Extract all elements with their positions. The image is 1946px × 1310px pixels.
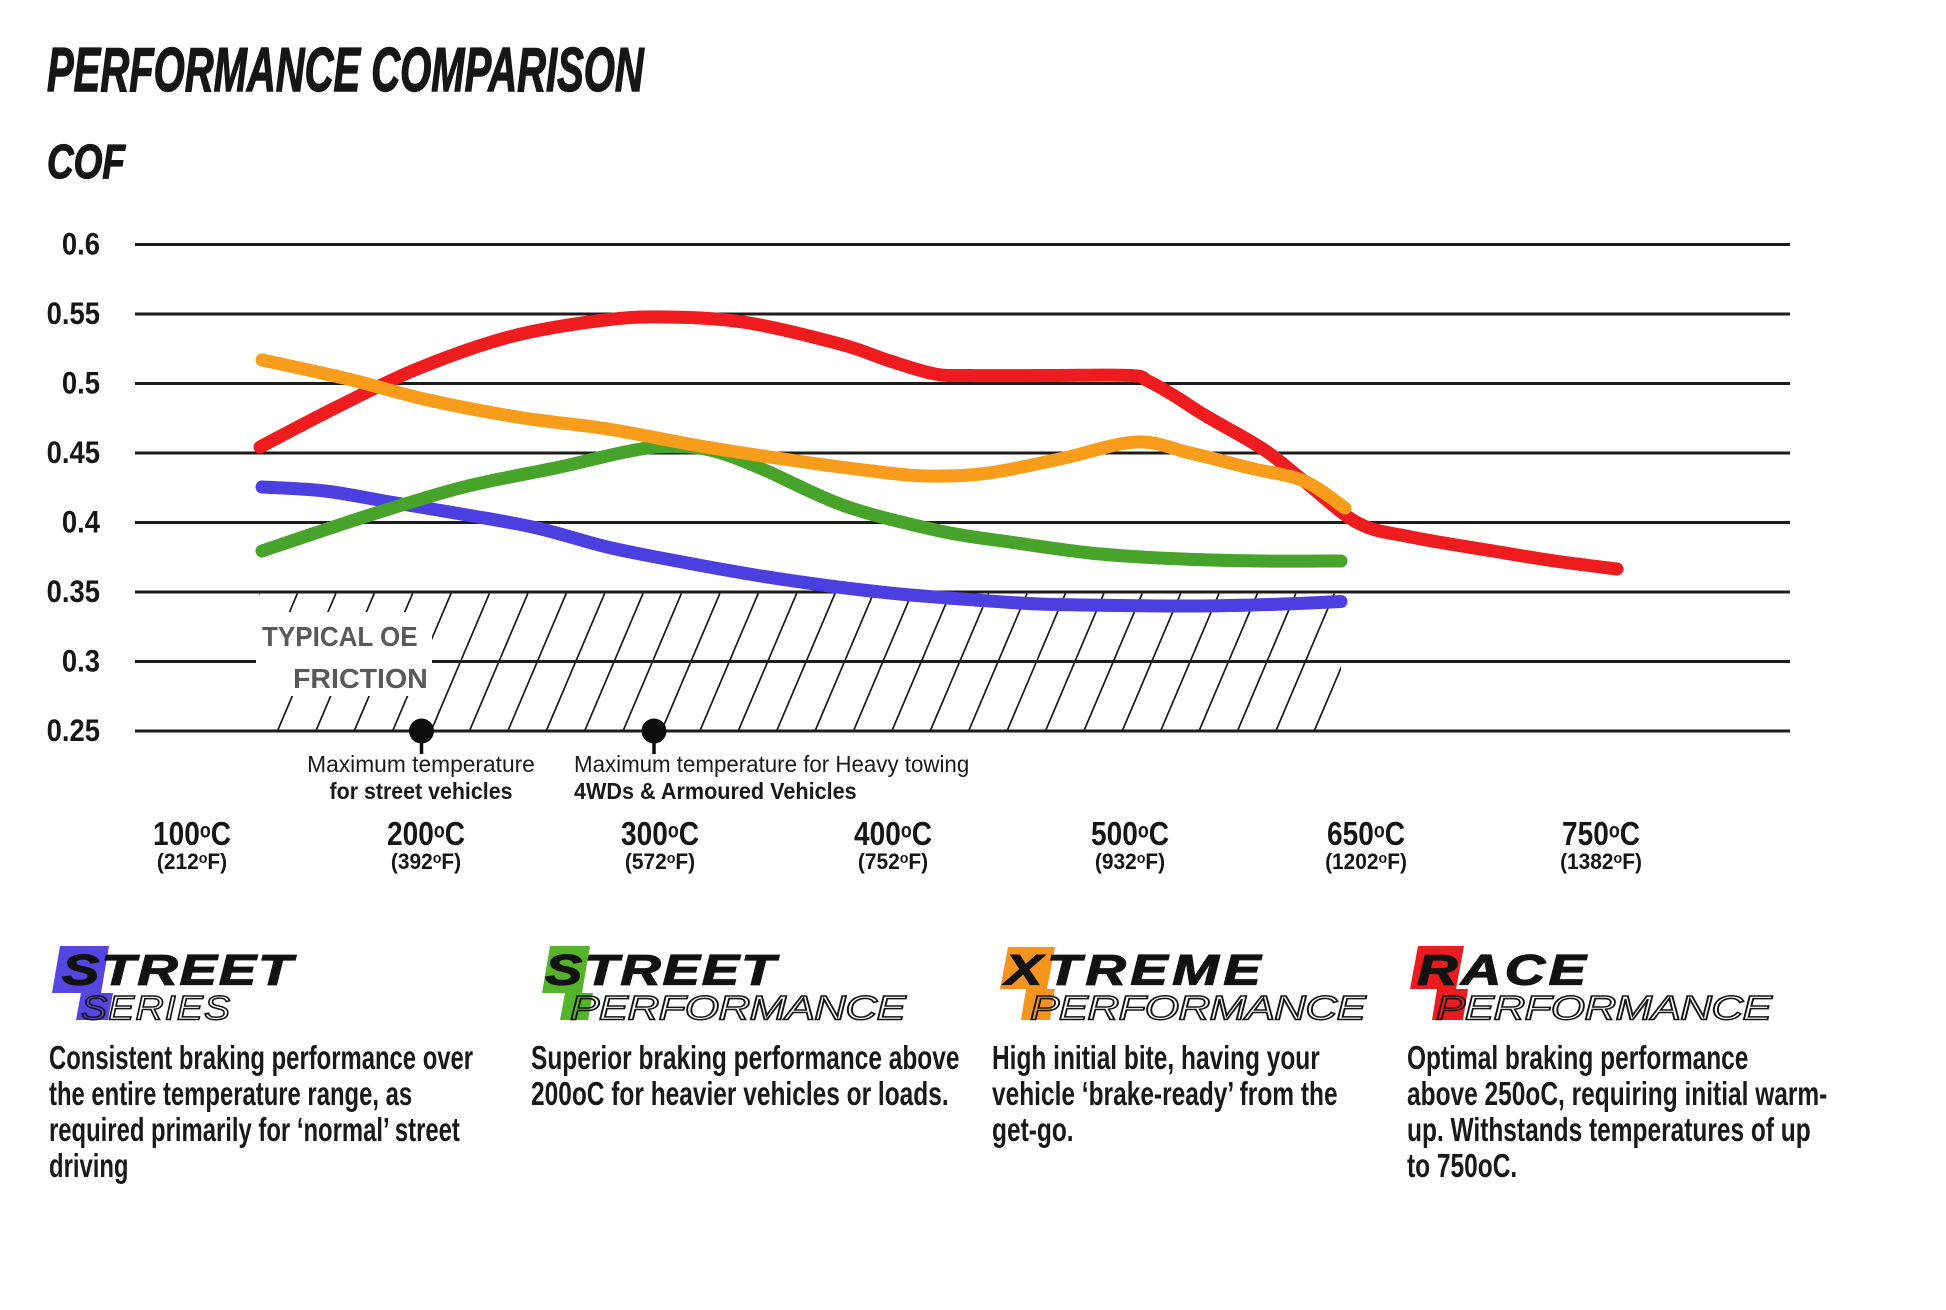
svg-text:PERFORMANCE COMPARISON: PERFORMANCE COMPARISON	[47, 36, 645, 105]
svg-text:Maximum temperature for Heavy: Maximum temperature for Heavy towing	[574, 751, 969, 777]
svg-text:0.4: 0.4	[62, 505, 101, 540]
svg-text:200oC: 200oC	[387, 816, 465, 853]
svg-text:XTREME: XTREME	[1002, 946, 1266, 994]
svg-text:the entire temperature range,: the entire temperature range, as	[49, 1076, 412, 1113]
svg-text:PERFORMANCE: PERFORMANCE	[1030, 989, 1367, 1027]
svg-text:300oC: 300oC	[621, 816, 699, 853]
svg-text:above 250oC, requiring initial: above 250oC, requiring initial warm-	[1407, 1077, 1827, 1113]
svg-text:(752oF): (752oF)	[858, 850, 928, 875]
svg-text:0.25: 0.25	[47, 713, 100, 748]
svg-text:100oC: 100oC	[153, 816, 231, 853]
svg-text:PERFORMANCE: PERFORMANCE	[1436, 989, 1773, 1027]
svg-text:COF: COF	[47, 135, 127, 189]
svg-text:SERIES: SERIES	[81, 989, 231, 1027]
svg-text:650oC: 650oC	[1327, 816, 1405, 853]
svg-text:STREET: STREET	[545, 946, 779, 994]
svg-text:(1202oF): (1202oF)	[1325, 850, 1407, 875]
svg-text:High initial bite, having your: High initial bite, having your	[992, 1041, 1320, 1077]
svg-text:RACE: RACE	[1417, 946, 1589, 994]
svg-text:(572oF): (572oF)	[625, 850, 695, 875]
svg-text:4WDs & Armoured Vehicles: 4WDs & Armoured Vehicles	[574, 778, 857, 804]
svg-text:(1382oF): (1382oF)	[1560, 850, 1642, 875]
svg-text:FRICTION: FRICTION	[293, 662, 428, 694]
svg-text:(212oF): (212oF)	[157, 850, 227, 875]
svg-text:required primarily for ‘normal: required primarily for ‘normal’ street	[49, 1112, 460, 1149]
svg-text:STREET: STREET	[62, 946, 296, 994]
svg-text:Optimal braking performance: Optimal braking performance	[1407, 1041, 1748, 1077]
svg-text:Consistent braking performance: Consistent braking performance over	[49, 1040, 473, 1077]
svg-text:TYPICAL OE: TYPICAL OE	[262, 621, 418, 652]
svg-text:get-go.: get-go.	[992, 1113, 1074, 1149]
svg-text:0.6: 0.6	[62, 227, 100, 262]
svg-text:PERFORMANCE: PERFORMANCE	[570, 989, 907, 1027]
svg-text:to 750oC.: to 750oC.	[1407, 1149, 1517, 1185]
svg-text:500oC: 500oC	[1091, 816, 1169, 853]
svg-text:200oC for heavier vehicles or: 200oC for heavier vehicles or loads.	[531, 1077, 949, 1113]
svg-text:400oC: 400oC	[854, 816, 932, 853]
svg-text:for street vehicles: for street vehicles	[330, 778, 513, 804]
svg-text:driving: driving	[49, 1148, 129, 1185]
svg-text:up. Withstands temperatures of: up. Withstands temperatures of up	[1407, 1113, 1811, 1149]
svg-text:750oC: 750oC	[1562, 816, 1640, 853]
svg-text:(392oF): (392oF)	[391, 850, 461, 875]
svg-text:Maximum temperature: Maximum temperature	[307, 751, 535, 777]
svg-text:Superior braking performance a: Superior braking performance above	[531, 1041, 959, 1077]
svg-text:0.3: 0.3	[62, 644, 100, 679]
svg-text:0.55: 0.55	[47, 296, 100, 331]
svg-text:0.5: 0.5	[62, 366, 100, 401]
svg-text:0.35: 0.35	[47, 574, 100, 609]
svg-text:vehicle ‘brake-ready’ from the: vehicle ‘brake-ready’ from the	[992, 1077, 1338, 1113]
svg-text:0.45: 0.45	[47, 435, 100, 470]
svg-text:(932oF): (932oF)	[1095, 850, 1165, 875]
